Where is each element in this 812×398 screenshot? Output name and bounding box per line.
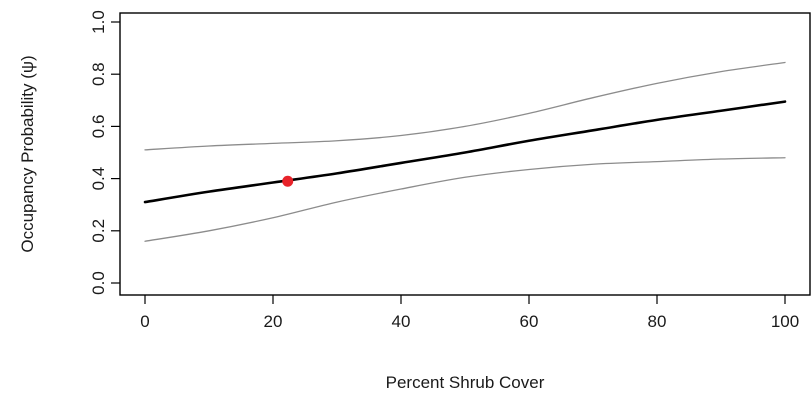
x-tick-label: 40 xyxy=(392,312,411,331)
x-axis: 0 20 40 60 80 100 xyxy=(140,295,799,331)
plot-series xyxy=(143,61,787,242)
x-tick-label: 60 xyxy=(520,312,539,331)
x-tick-label: 80 xyxy=(648,312,667,331)
highlight-point-0 xyxy=(282,175,294,187)
series-line-estimate xyxy=(143,100,787,204)
y-axis-title: Occupancy Probability (ψ) xyxy=(18,55,37,252)
y-tick-label: 0.8 xyxy=(89,62,108,86)
y-axis: 0.0 0.2 0.4 0.6 0.8 1.0 xyxy=(89,10,120,295)
plot-frame xyxy=(119,12,811,296)
series-line-upper-bound xyxy=(144,61,786,151)
y-tick-label: 0.4 xyxy=(89,167,108,191)
x-axis-title: Percent Shrub Cover xyxy=(386,373,545,392)
y-tick-label: 0.2 xyxy=(89,219,108,243)
y-tick-label: 0.6 xyxy=(89,115,108,139)
x-tick-label: 100 xyxy=(771,312,799,331)
y-tick-label: 1.0 xyxy=(89,10,108,34)
x-tick-label: 20 xyxy=(264,312,283,331)
x-tick-label: 0 xyxy=(140,312,149,331)
series-line-lower-bound xyxy=(144,157,786,242)
y-tick-label: 0.0 xyxy=(89,271,108,295)
